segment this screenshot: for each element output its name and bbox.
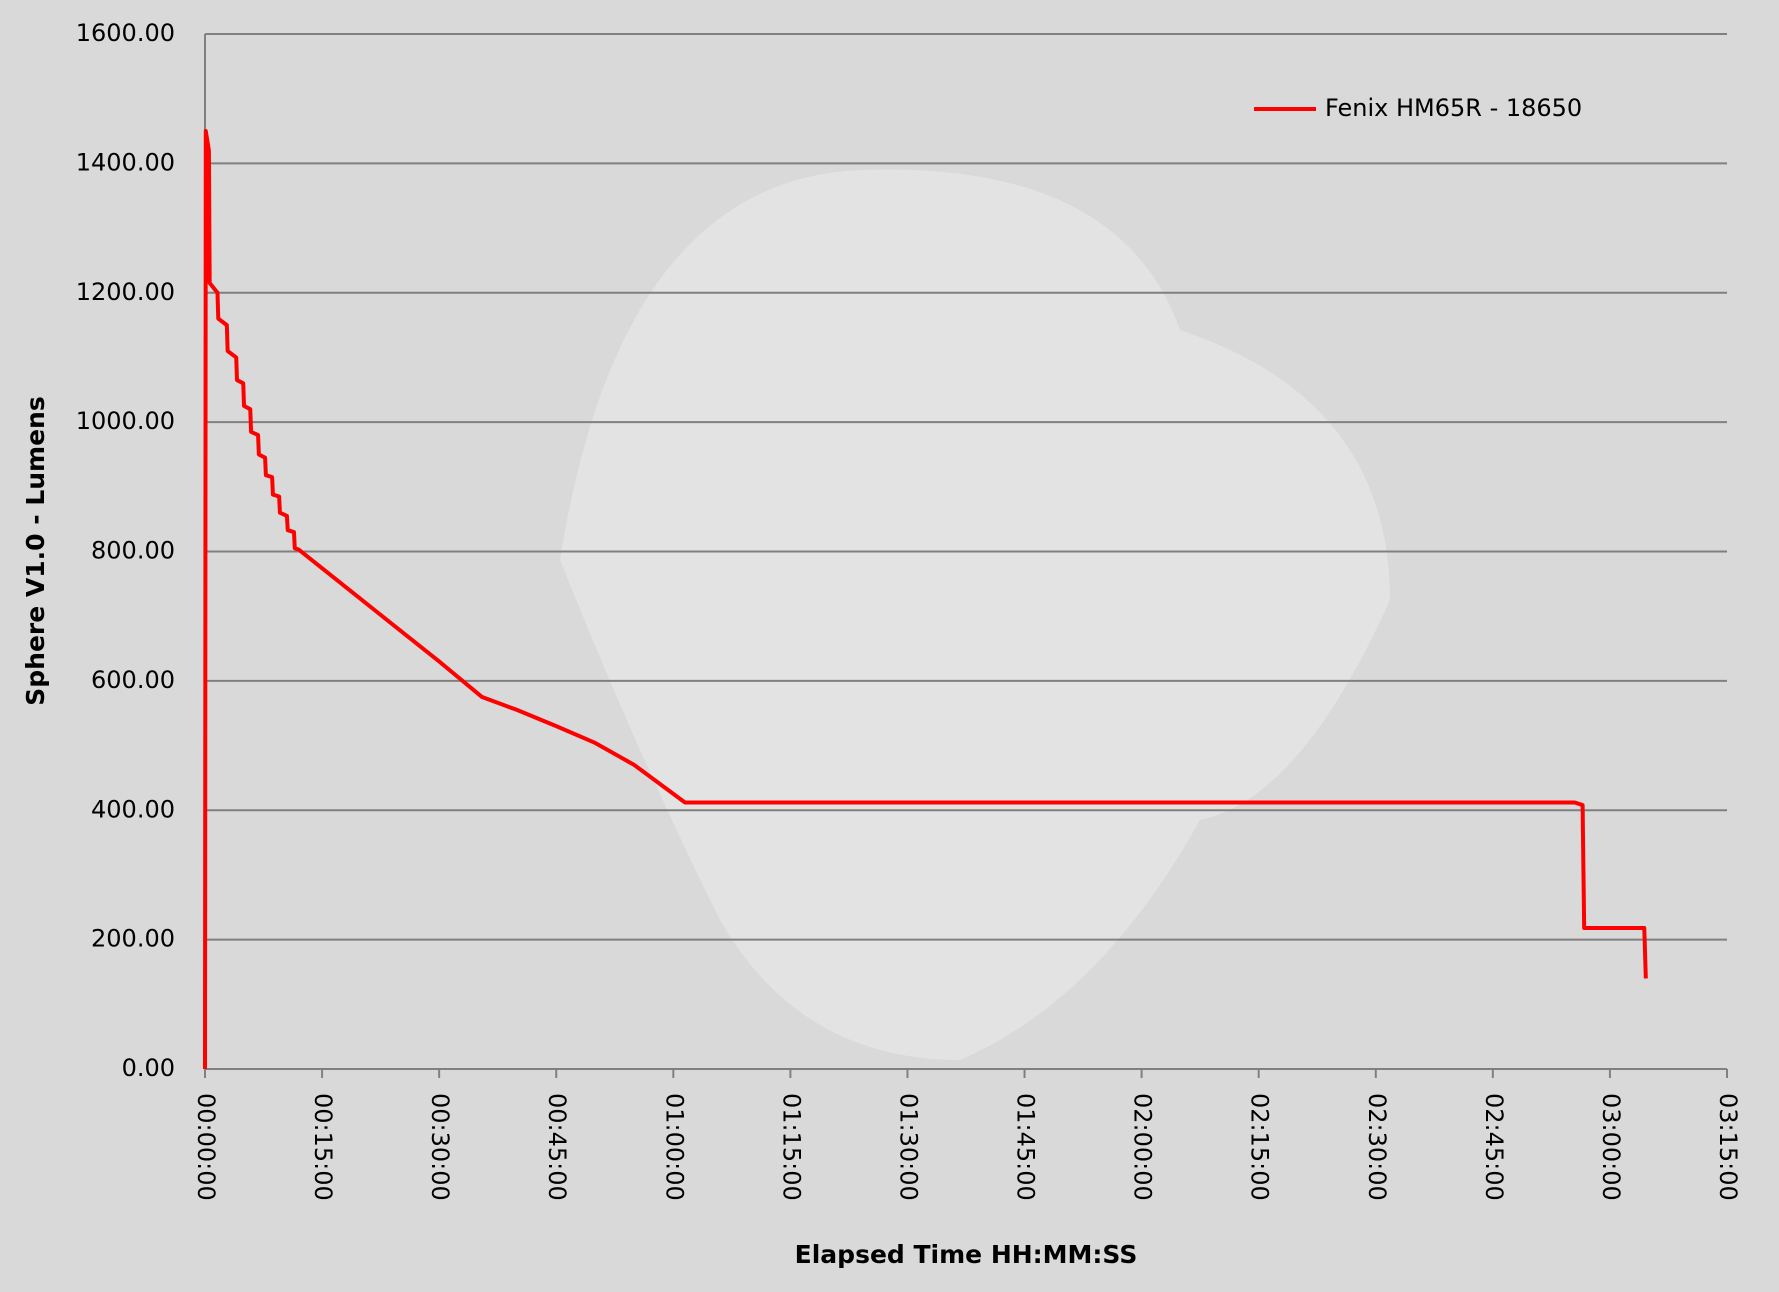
y-tick-label: 600.00 — [91, 666, 175, 694]
x-tick-label: 01:15:00 — [777, 1093, 805, 1201]
y-tick-label: 1000.00 — [76, 407, 175, 435]
watermark — [560, 169, 1390, 1060]
x-axis-title: Elapsed Time HH:MM:SS — [795, 1240, 1138, 1269]
x-tick-label: 02:45:00 — [1480, 1093, 1508, 1201]
x-tick-label: 01:30:00 — [894, 1093, 922, 1201]
y-tick-label: 1600.00 — [76, 19, 175, 47]
y-tick-label: 1400.00 — [76, 148, 175, 176]
y-tick-label: 1200.00 — [76, 278, 175, 306]
x-tick-label: 00:00:00 — [192, 1093, 220, 1201]
series-line — [203, 129, 1648, 1070]
x-tick-label: 03:00:00 — [1597, 1093, 1625, 1201]
x-tick-label: 02:00:00 — [1129, 1093, 1157, 1201]
y-tick-label: 200.00 — [91, 925, 175, 953]
x-tick-label: 00:45:00 — [543, 1093, 571, 1201]
watermark-shape — [560, 169, 1390, 1060]
x-tick-label: 00:15:00 — [309, 1093, 337, 1201]
x-tick-label: 03:15:00 — [1714, 1093, 1742, 1201]
y-tick-label: 0.00 — [122, 1054, 175, 1082]
y-axis-title: Sphere V1.0 - Lumens — [21, 396, 50, 705]
x-tick-label: 02:30:00 — [1363, 1093, 1391, 1201]
y-tick-label: 400.00 — [91, 795, 175, 823]
x-tick-label: 01:00:00 — [660, 1093, 688, 1201]
x-tick-label: 00:30:00 — [426, 1093, 454, 1201]
x-tick-label: 02:15:00 — [1246, 1093, 1274, 1201]
y-tick-label: 800.00 — [91, 537, 175, 565]
x-tick-label: 01:45:00 — [1012, 1093, 1040, 1201]
legend-label: Fenix HM65R - 18650 — [1325, 94, 1582, 122]
